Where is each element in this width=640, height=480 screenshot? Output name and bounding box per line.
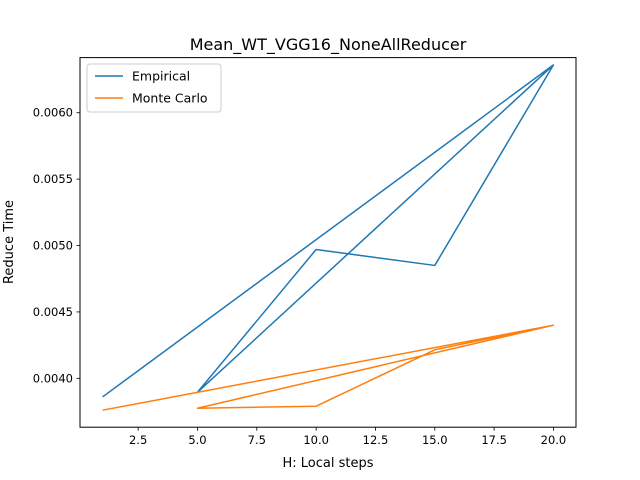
x-tick-label: 15.0 [422, 433, 448, 447]
x-tick-label: 7.5 [248, 433, 266, 447]
x-tick-label: 20.0 [541, 433, 567, 447]
x-axis-label: H: Local steps [282, 456, 373, 471]
legend-label: Empirical [132, 69, 190, 84]
series-line-empirical [102, 64, 555, 398]
y-tick-label: 0.0045 [33, 305, 73, 319]
chart-title: Mean_WT_VGG16_NoneAllReducer [190, 35, 467, 55]
y-tick-label: 0.0055 [33, 172, 73, 186]
x-tick-label: 12.5 [363, 433, 389, 447]
axes-layer: 2.5 5.0 7.5 10.0 12.5 15.0 17.5 20.0 0.0040 0.004… [33, 106, 567, 447]
y-tick-label: 0.0050 [33, 239, 73, 253]
legend-label: Monte Carlo [132, 91, 208, 106]
series-layer [102, 64, 555, 411]
y-axis-label: Reduce Time [2, 200, 17, 284]
x-tick-label: 5.0 [188, 433, 206, 447]
x-tick-label: 10.0 [303, 433, 329, 447]
x-tick-label: 17.5 [481, 433, 507, 447]
series-line-monte-carlo [102, 324, 555, 411]
plot-frame [79, 57, 577, 428]
legend: Empirical Monte Carlo [86, 63, 222, 113]
y-tick-label: 0.0040 [33, 371, 73, 385]
y-tick-label: 0.0060 [33, 106, 73, 120]
x-tick-label: 2.5 [129, 433, 147, 447]
